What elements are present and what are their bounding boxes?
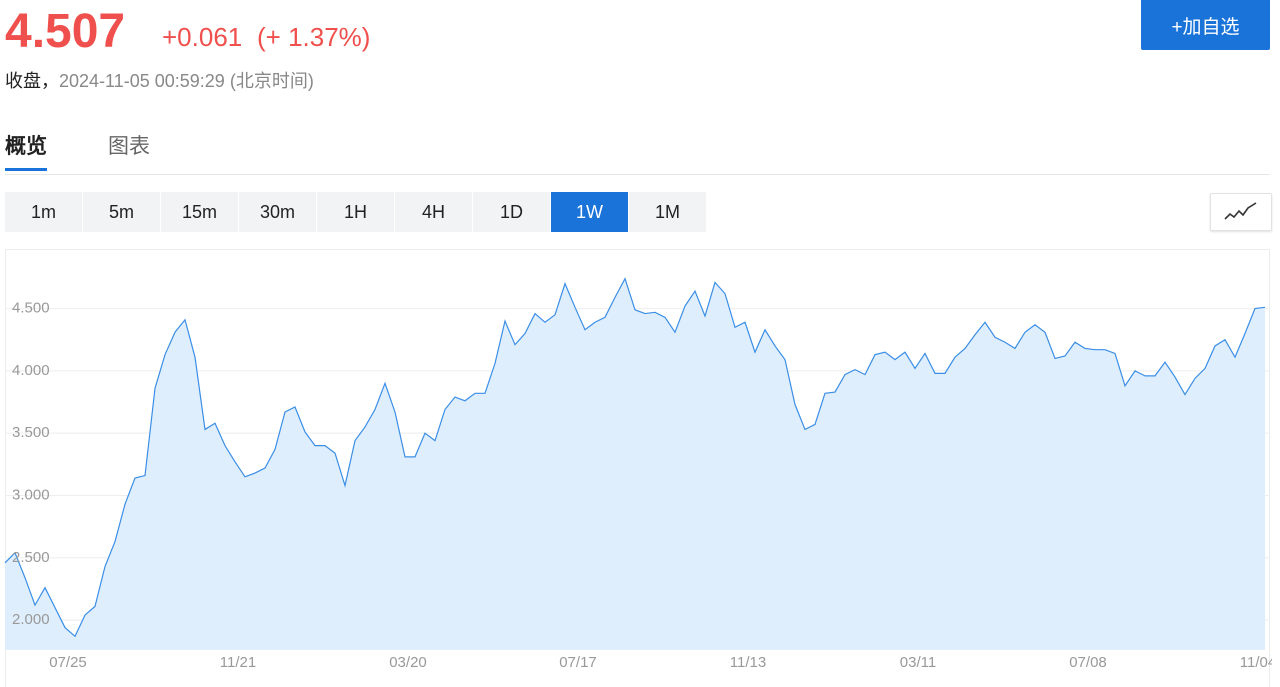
chart-type-button[interactable] — [1210, 193, 1272, 231]
tab[interactable]: 图表 — [108, 135, 150, 158]
chart-frame — [5, 249, 1270, 687]
period-button[interactable]: 1m — [5, 192, 82, 232]
line — [4, 277, 1266, 638]
area-fill — [5, 278, 1265, 650]
tab-bar: 概览 图表 — [5, 128, 1270, 175]
x-tick-label: 03/11 — [900, 654, 936, 671]
period-button[interactable]: 5m — [83, 192, 160, 232]
y-tick-label: 2.000 — [12, 611, 50, 628]
tab[interactable]: 概览 — [5, 130, 47, 171]
timezone: (北京时间) — [229, 71, 314, 91]
y-tick-label: 4.000 — [12, 362, 50, 379]
y-tick-label: 3.000 — [12, 486, 50, 503]
x-tick-label: 07/25 — [49, 654, 87, 671]
period-button[interactable]: 4H — [395, 192, 472, 232]
period-button[interactable]: 30m — [239, 192, 316, 232]
status: 收盘， — [5, 71, 59, 91]
y-tick-label: 3.500 — [12, 424, 50, 441]
period-bar: 1m 5m 15m 30m 1H 4H 1D 1W 1M — [5, 192, 706, 232]
y-tick-label: 2.500 — [12, 549, 50, 566]
x-tick-label: 07/08 — [1069, 654, 1107, 671]
period-button[interactable]: 1D — [473, 192, 550, 232]
line-icon — [1224, 202, 1257, 220]
chart: 2.000 2.500 3.000 3.500 4.000 4.500 07/25 11/21… — [4, 277, 1272, 671]
x-tick-label: 11/04 — [1240, 654, 1272, 671]
period-button[interactable]: 15m — [161, 192, 238, 232]
x-tick-label: 03/20 — [389, 654, 427, 671]
x-tick-label: 11/13 — [730, 654, 766, 671]
price-change-pct: (+ 1.37%) — [257, 22, 371, 52]
x-tick-label: 07/17 — [559, 654, 597, 671]
x-tick-label: 11/21 — [220, 654, 256, 671]
period-button[interactable]: 1H — [317, 192, 394, 232]
price-change: +0.061 — [162, 22, 243, 52]
status-line: 收盘，2024-11-05 00:59:29 (北京时间) — [5, 67, 314, 93]
price: 4.507 — [5, 5, 126, 58]
period-button[interactable]: 1W — [551, 192, 628, 232]
watch-button[interactable]: +加自选 — [1141, 0, 1270, 50]
y-tick-label: 4.500 — [12, 300, 50, 317]
timestamp: 2024-11-05 00:59:29 — [59, 71, 225, 91]
period-button[interactable]: 1M — [629, 192, 706, 232]
